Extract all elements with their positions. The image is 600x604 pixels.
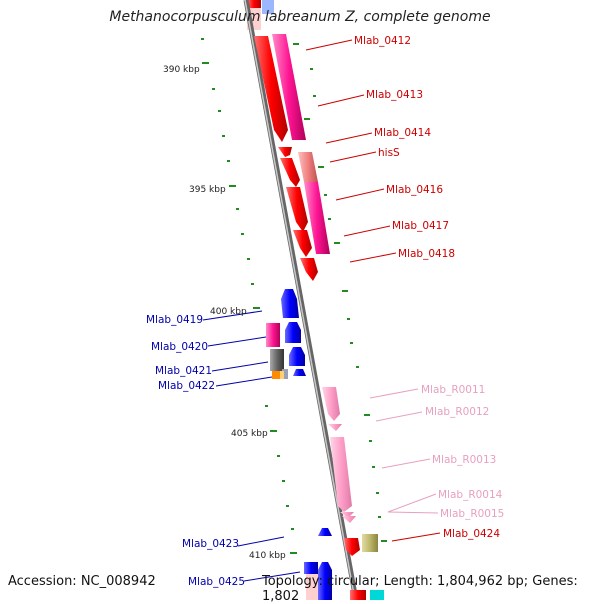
gene-label[interactable]: Mlab_R0015 — [440, 508, 504, 520]
genome-backbone — [243, 0, 359, 600]
rna-gene-arrows — [322, 387, 356, 523]
scale-labels: 390 kbp 395 kbp 400 kbp 405 kbp 410 kbp — [163, 65, 286, 561]
gene-label[interactable]: Mlab_0424 — [443, 528, 500, 540]
gene-labels: Mlab_0412 Mlab_0413 Mlab_0414 hisS Mlab_… — [146, 35, 504, 588]
gene-label[interactable]: Mlab_0417 — [392, 220, 449, 232]
accession-text: Accession: NC_008942 — [8, 574, 156, 589]
gene-label[interactable]: hisS — [378, 147, 400, 159]
genome-title: Methanocorpusculum labreanum Z, complete… — [109, 9, 491, 25]
gene-label[interactable]: Mlab_R0013 — [432, 454, 496, 466]
scale-label: 390 kbp — [163, 65, 200, 75]
other-reverse-genes — [266, 323, 318, 600]
blue-gene-arrows — [281, 289, 332, 600]
bottom-forward-genes — [344, 534, 384, 600]
gene-label[interactable]: Mlab_0425 — [188, 576, 245, 588]
gene-label[interactable]: Mlab_0423 — [182, 538, 239, 550]
pink-gene-bars — [272, 34, 330, 254]
gene-label[interactable]: Mlab_0419 — [146, 314, 203, 326]
gene-label[interactable]: Mlab_R0012 — [425, 406, 489, 418]
gene-label[interactable]: Mlab_0420 — [151, 341, 208, 353]
gene-label[interactable]: Mlab_0416 — [386, 184, 443, 196]
scale-label: 405 kbp — [231, 429, 268, 439]
gene-label[interactable]: Mlab_0414 — [374, 127, 431, 139]
red-gene-arrows — [254, 36, 318, 281]
scale-ticks — [201, 38, 387, 554]
gene-label[interactable]: Mlab_0412 — [354, 35, 411, 47]
scale-label: 395 kbp — [189, 185, 226, 195]
gene-label[interactable]: Mlab_0421 — [155, 365, 212, 377]
scale-label: 410 kbp — [249, 551, 286, 561]
gene-label[interactable]: Mlab_0422 — [158, 380, 215, 392]
scale-label: 400 kbp — [210, 307, 247, 317]
gene-label[interactable]: Mlab_R0011 — [421, 384, 485, 396]
gene-label[interactable]: Mlab_0418 — [398, 248, 455, 260]
gene-label[interactable]: Mlab_0413 — [366, 89, 423, 101]
gene-label[interactable]: Mlab_R0014 — [438, 489, 503, 501]
label-leaders — [202, 39, 441, 582]
